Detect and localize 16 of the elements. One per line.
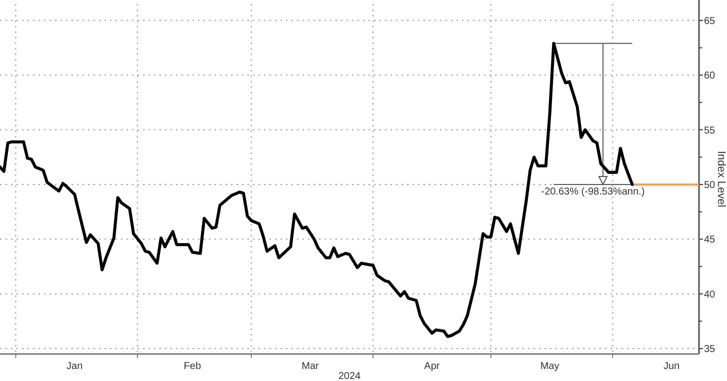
x-tick-label: Jan: [66, 361, 83, 372]
annotation: -20.63% (-98.53%ann.): [541, 186, 645, 198]
x-tick-label: Feb: [184, 361, 202, 372]
y-tick-label: 40: [704, 289, 716, 300]
y-tick-label: 55: [704, 125, 716, 136]
y-tick-label: 35: [704, 344, 716, 356]
x-tick-label: Jun: [663, 361, 680, 372]
x-tick-label: Mar: [302, 361, 320, 372]
y-axis-title: Index Level: [715, 150, 727, 208]
x-axis-title: 2024: [338, 371, 362, 381]
y-tick-label: 65: [704, 16, 716, 27]
y-tick-label: 45: [704, 234, 716, 246]
x-tick-label: Apr: [424, 361, 440, 372]
y-tick-label: 60: [704, 70, 716, 82]
y-tick-label: 50: [704, 180, 716, 191]
x-tick-label: May: [540, 361, 560, 372]
